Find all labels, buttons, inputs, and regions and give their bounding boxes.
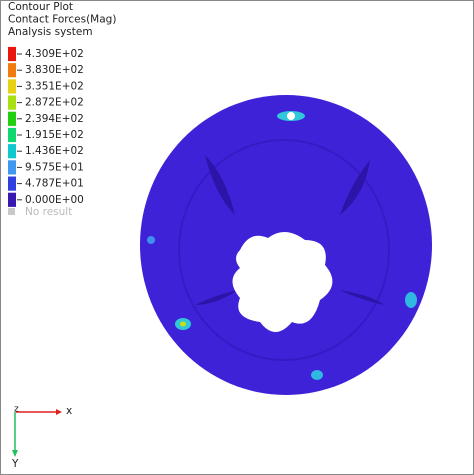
hotspot (405, 292, 417, 308)
legend-label: 3.351E+02 (25, 80, 84, 92)
legend-swatch (8, 192, 16, 207)
hole (232, 231, 333, 332)
hotspot (311, 370, 323, 380)
legend-label: 1.436E+02 (25, 145, 84, 157)
legend-title: Contact Forces(Mag) (8, 14, 116, 26)
rib (195, 290, 238, 305)
x-arrow (56, 409, 62, 415)
legend-swatch (8, 63, 16, 78)
rib (340, 290, 385, 305)
legend-label: 2.394E+02 (25, 113, 84, 125)
rib (340, 160, 370, 215)
hotspot-core (287, 112, 295, 120)
legend-swatch (8, 111, 16, 126)
legend-label: 0.000E+00 (25, 194, 84, 206)
model (140, 95, 432, 395)
axis-triad: x Y z (11, 405, 72, 471)
legend-swatch (8, 144, 16, 159)
no-result-label: No result (25, 206, 72, 218)
legend-label: 4.309E+02 (25, 48, 84, 60)
inner-ring (178, 139, 390, 361)
x-label: x (66, 405, 72, 417)
z-label: z (14, 405, 19, 415)
legend-label: 4.787E+01 (25, 178, 84, 190)
legend-swatch (8, 160, 16, 175)
legend-swatch (8, 95, 16, 110)
no-result-swatch (8, 208, 15, 215)
legend-label: 2.872E+02 (25, 97, 84, 109)
legend-label: 1.915E+02 (25, 129, 84, 141)
legend-swatch (8, 79, 16, 94)
legend-title: Contour Plot (8, 1, 73, 13)
legend-title: Analysis system (8, 26, 93, 38)
legend-label: 9.575E+01 (25, 161, 84, 173)
hotspot-core (180, 321, 186, 327)
legend-swatch (8, 46, 16, 62)
y-arrow (12, 450, 18, 457)
rib (205, 155, 235, 215)
legend-swatch (8, 176, 16, 191)
legend-label: 3.830E+02 (25, 64, 84, 76)
hotspot (147, 236, 155, 244)
y-label: Y (11, 458, 19, 470)
legend-swatch (8, 127, 16, 143)
